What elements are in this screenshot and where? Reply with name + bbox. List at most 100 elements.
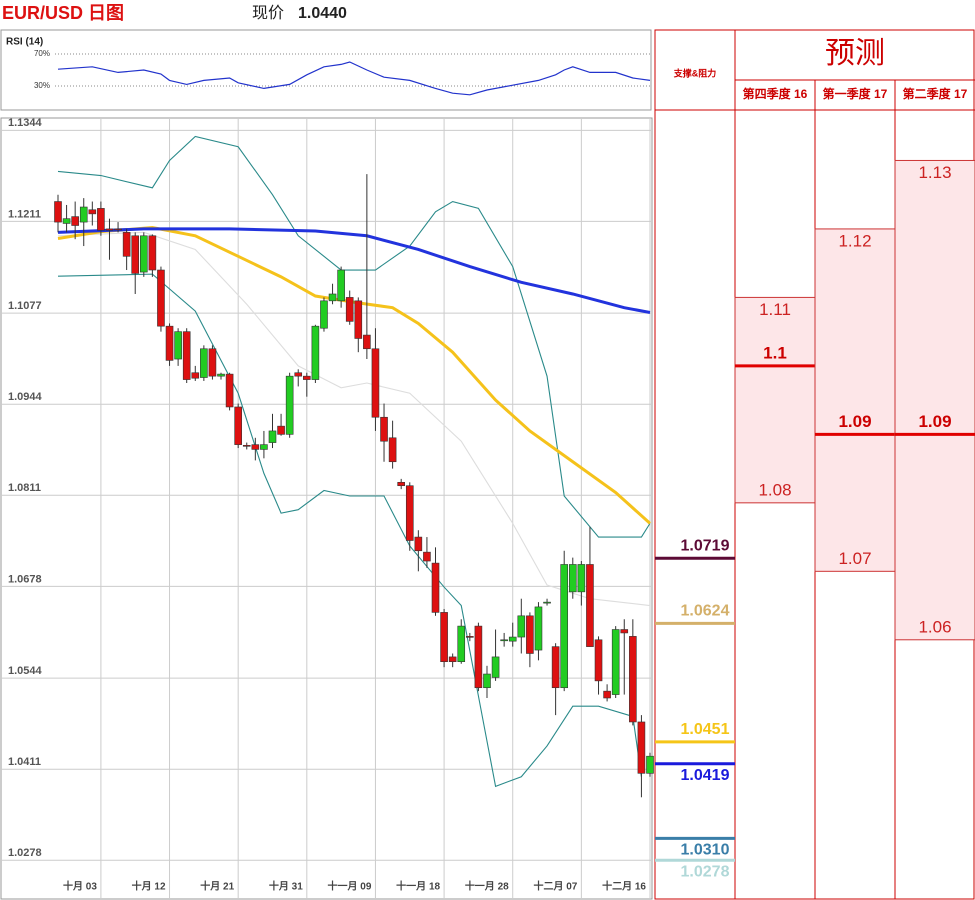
candle-body bbox=[414, 536, 423, 552]
candle-body bbox=[200, 348, 208, 378]
column-header: 第四季度 16 bbox=[743, 86, 808, 101]
x-tick-label: 十月 21 bbox=[200, 880, 234, 893]
candle-body bbox=[594, 639, 603, 682]
candle-body bbox=[551, 646, 560, 689]
candle-body bbox=[97, 208, 105, 231]
candle-body bbox=[88, 209, 97, 215]
candle-body bbox=[620, 629, 629, 634]
column-header: 第二季度 17 bbox=[903, 86, 968, 101]
forecast-low: 1.08 bbox=[758, 480, 791, 499]
candle-body bbox=[208, 348, 217, 377]
x-tick-label: 十月 12 bbox=[132, 880, 166, 893]
y-tick-label: 1.1211 bbox=[8, 208, 41, 220]
candle-body bbox=[448, 656, 457, 663]
forecast-high: 1.11 bbox=[759, 300, 791, 319]
candle-body bbox=[534, 606, 543, 651]
level-label: 1.0624 bbox=[681, 603, 730, 620]
forecast-mid-label: 1.09 bbox=[838, 412, 871, 431]
candle-body bbox=[466, 636, 474, 638]
candle-body bbox=[174, 331, 182, 360]
candle-body bbox=[637, 721, 646, 774]
y-tick-label: 1.0278 bbox=[8, 847, 42, 859]
candle-body bbox=[577, 564, 586, 593]
x-tick-label: 十二月 16 bbox=[602, 880, 646, 893]
candle-body bbox=[303, 375, 311, 380]
y-tick-label: 1.1344 bbox=[8, 117, 43, 129]
overlay-line bbox=[57, 227, 651, 314]
rsi-panel bbox=[0, 29, 652, 111]
forecast-low: 1.06 bbox=[918, 617, 951, 636]
forecast-mid-label: 1.1 bbox=[763, 343, 787, 362]
candle-body bbox=[148, 235, 157, 271]
candle-body bbox=[139, 235, 148, 273]
candle-body bbox=[260, 444, 268, 450]
y-tick-label: 1.0411 bbox=[8, 756, 41, 768]
x-tick-label: 十二月 07 bbox=[533, 880, 577, 893]
rsi-title: RSI (14) bbox=[6, 37, 43, 48]
candle-body bbox=[54, 201, 62, 223]
column-header: 第一季度 17 bbox=[823, 86, 888, 101]
candle-body bbox=[508, 636, 517, 642]
levels-title: 支撑&阻力 bbox=[673, 67, 717, 78]
forecast-title: 预测 bbox=[825, 37, 885, 70]
y-tick-label: 30% bbox=[34, 81, 50, 90]
candle-body bbox=[457, 625, 466, 663]
candle-body bbox=[234, 406, 242, 445]
candle-body bbox=[337, 269, 345, 302]
candle-body bbox=[405, 485, 414, 541]
page-title: EUR/USD 日图 bbox=[2, 3, 124, 23]
candle-body bbox=[277, 425, 285, 435]
forecast-range bbox=[734, 296, 816, 504]
forecast-high: 1.13 bbox=[918, 163, 951, 182]
candle-body bbox=[474, 625, 483, 689]
candle-body bbox=[586, 564, 594, 647]
level-label: 1.0419 bbox=[681, 767, 730, 784]
candle-body bbox=[217, 373, 225, 377]
candle-body bbox=[251, 444, 260, 450]
y-tick-label: 1.0544 bbox=[8, 665, 43, 677]
level-label: 1.0719 bbox=[681, 538, 730, 555]
x-tick-label: 十一月 28 bbox=[465, 880, 509, 893]
overlay-line bbox=[57, 231, 651, 607]
candle-body bbox=[294, 372, 303, 377]
rsi-line bbox=[57, 61, 651, 96]
candle-body bbox=[268, 430, 277, 443]
y-tick-label: 1.0811 bbox=[8, 482, 41, 494]
price-label: 现价 bbox=[252, 5, 284, 22]
candle-body bbox=[114, 228, 122, 231]
forecast-range bbox=[814, 228, 896, 572]
candle-body bbox=[131, 235, 140, 274]
candle-body bbox=[603, 690, 611, 699]
candle-body bbox=[646, 755, 654, 774]
candle-body bbox=[79, 206, 88, 223]
candle-body bbox=[380, 416, 388, 442]
level-label: 1.0278 bbox=[681, 864, 730, 881]
y-tick-label: 1.0944 bbox=[8, 391, 43, 403]
candle-body bbox=[242, 445, 251, 447]
candle-body bbox=[440, 612, 448, 663]
candle-body bbox=[122, 232, 131, 257]
y-tick-label: 1.0678 bbox=[8, 573, 42, 585]
x-tick-label: 十一月 09 bbox=[328, 880, 372, 893]
level-label: 1.0451 bbox=[681, 721, 730, 738]
forecast-mid-label: 1.09 bbox=[918, 412, 951, 431]
y-tick-label: 1.1077 bbox=[8, 300, 42, 312]
candle-body bbox=[517, 615, 526, 638]
x-tick-label: 十一月 18 bbox=[396, 880, 440, 893]
candle-body bbox=[311, 325, 320, 380]
candle-body bbox=[71, 216, 79, 226]
level-label: 1.0310 bbox=[681, 842, 730, 859]
candle-body bbox=[285, 375, 294, 435]
candle-body bbox=[191, 372, 200, 379]
candle-body bbox=[611, 629, 620, 695]
candle-body bbox=[500, 639, 508, 642]
candle-body bbox=[431, 562, 440, 613]
candle-body bbox=[491, 656, 500, 678]
forecast-range bbox=[894, 159, 975, 641]
candle-body bbox=[354, 300, 363, 339]
candle-body bbox=[560, 564, 569, 689]
y-tick-label: 70% bbox=[34, 49, 50, 58]
x-tick-label: 十月 31 bbox=[269, 880, 303, 893]
candle-body bbox=[157, 269, 165, 327]
